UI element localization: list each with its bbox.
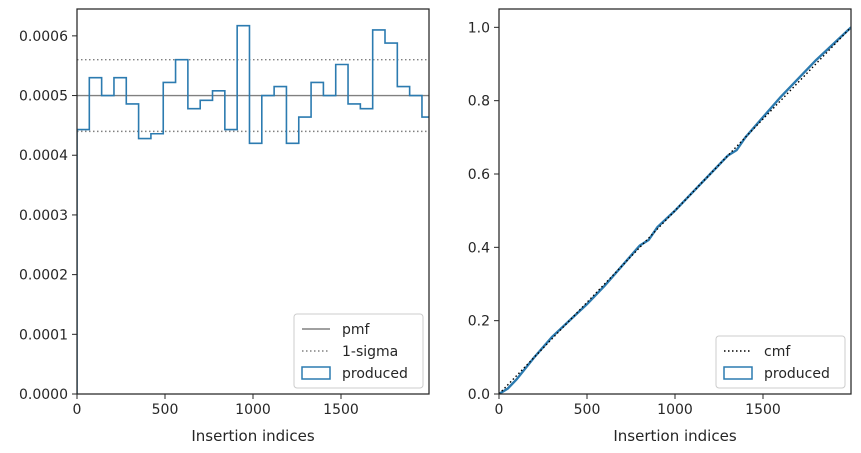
produced-step-line <box>77 24 429 394</box>
legend-label-pmf: pmf <box>342 322 371 338</box>
y-tick-label: 0.0 <box>468 387 490 403</box>
legend-handle-produced <box>301 366 331 380</box>
x-tick-label: 1000 <box>657 402 693 418</box>
x-tick-label: 0 <box>73 402 82 418</box>
cumulative-legend: cmf produced <box>715 335 846 389</box>
histogram-x-axis-label: Insertion indices <box>191 427 314 445</box>
y-tick-label: 0.0003 <box>19 208 68 224</box>
cumulative-chart: 0 500 1000 1500 0.0 0.2 0.4 0.6 0.8 1.0 Insertion… <box>468 8 852 445</box>
x-tick-label: 500 <box>152 402 179 418</box>
legend-box <box>715 335 846 389</box>
y-tick-label: 0.0005 <box>19 89 68 105</box>
legend-label-produced: produced <box>342 366 408 382</box>
produced-cumulative-line <box>499 26 851 394</box>
legend-box <box>293 313 424 389</box>
legend-label-1-sigma: 1-sigma <box>342 344 398 360</box>
y-tick-label: 0.0004 <box>19 148 68 164</box>
histogram-legend: pmf 1-sigma produced <box>293 313 424 389</box>
y-tick-label: 0.0006 <box>19 29 68 45</box>
y-tick-label: 0.0002 <box>19 268 68 284</box>
legend-label-produced: produced <box>764 366 830 382</box>
x-tick-label: 1000 <box>235 402 271 418</box>
x-tick-label: 1500 <box>323 402 359 418</box>
x-tick-label: 0 <box>495 402 504 418</box>
y-tick-label: 0.2 <box>468 314 490 330</box>
histogram-plot-area <box>77 24 429 394</box>
x-tick-label: 500 <box>574 402 601 418</box>
histogram-ticks: 0 500 1000 1500 0.0000 0.0001 0.0002 0.0003 0.00… <box>19 29 359 418</box>
y-tick-label: 0.6 <box>468 167 490 183</box>
y-tick-label: 0.4 <box>468 240 490 256</box>
x-tick-label: 1500 <box>745 402 781 418</box>
histogram-chart: 0 500 1000 1500 0.0000 0.0001 0.0002 0.0003 0.00… <box>19 8 430 445</box>
legend-handle-produced <box>723 366 753 380</box>
legend-label-cmf: cmf <box>764 344 791 360</box>
cmf-line <box>499 26 851 394</box>
cumulative-ticks: 0 500 1000 1500 0.0 0.2 0.4 0.6 0.8 1.0 <box>468 20 781 418</box>
y-tick-label: 0.0000 <box>19 387 68 403</box>
y-tick-label: 1.0 <box>468 20 490 36</box>
y-tick-label: 0.8 <box>468 94 490 110</box>
cumulative-x-axis-label: Insertion indices <box>613 427 736 445</box>
y-tick-label: 0.0001 <box>19 327 68 343</box>
cumulative-plot-area <box>499 26 851 394</box>
